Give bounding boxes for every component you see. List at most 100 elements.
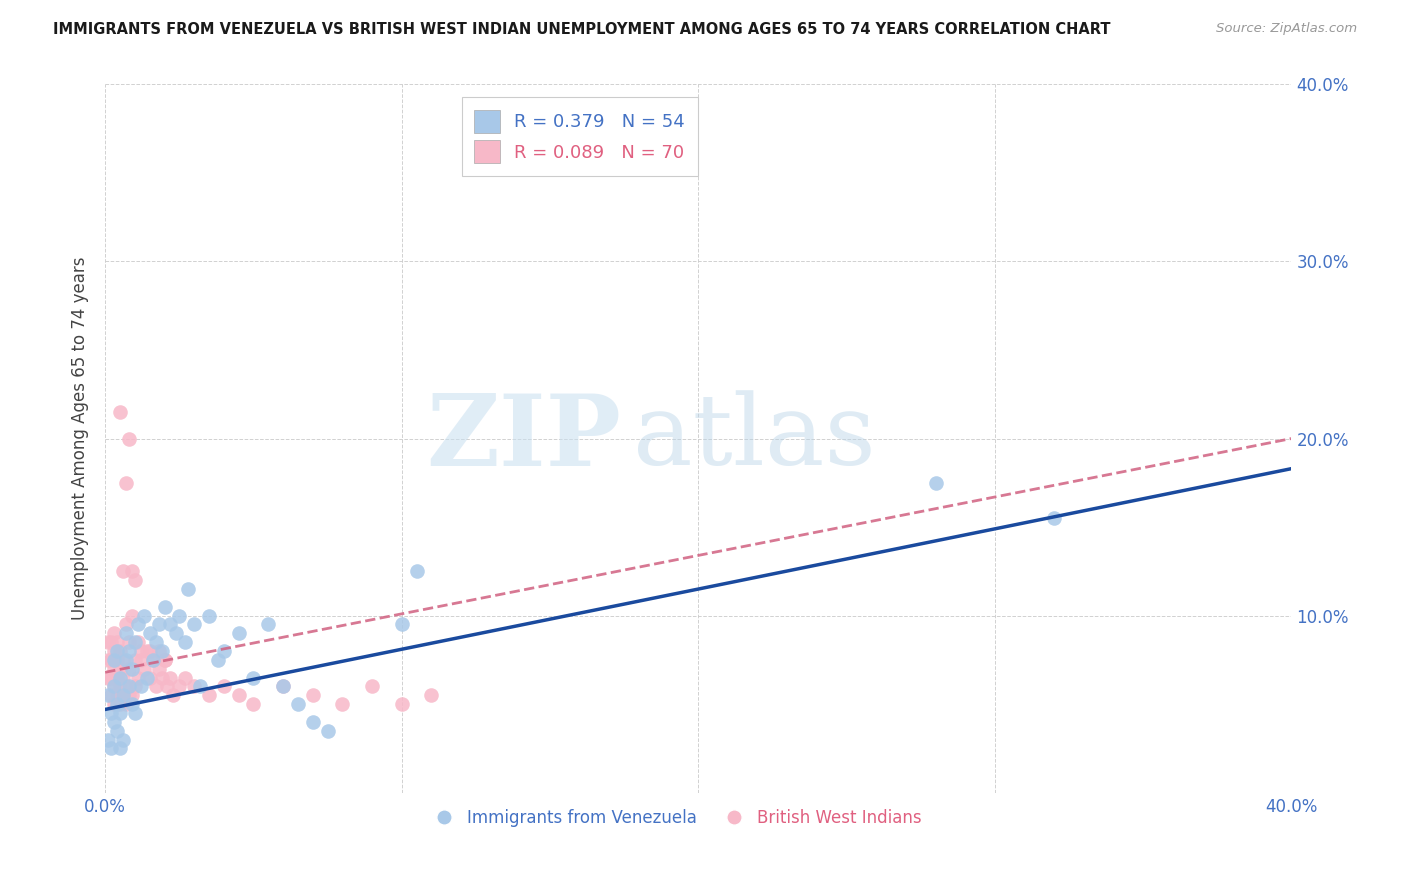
Point <box>124 680 146 694</box>
Point <box>127 617 149 632</box>
Point <box>129 680 152 694</box>
Point <box>145 680 167 694</box>
Point <box>115 475 138 490</box>
Point <box>212 644 235 658</box>
Point <box>108 671 131 685</box>
Point <box>405 565 427 579</box>
Point <box>271 680 294 694</box>
Point <box>118 688 141 702</box>
Point <box>153 599 176 614</box>
Point <box>118 644 141 658</box>
Point <box>332 697 354 711</box>
Point <box>103 680 125 694</box>
Point <box>103 714 125 729</box>
Point <box>118 662 141 676</box>
Point <box>103 626 125 640</box>
Point <box>135 671 157 685</box>
Point <box>111 565 134 579</box>
Point <box>156 680 179 694</box>
Point <box>100 706 122 720</box>
Point <box>124 706 146 720</box>
Point <box>100 635 122 649</box>
Point <box>127 671 149 685</box>
Point <box>198 608 221 623</box>
Point <box>174 635 197 649</box>
Point <box>135 644 157 658</box>
Point <box>257 617 280 632</box>
Point <box>148 617 170 632</box>
Point <box>228 688 250 702</box>
Point <box>183 680 205 694</box>
Point <box>138 671 160 685</box>
Point <box>121 662 143 676</box>
Text: ZIP: ZIP <box>426 390 621 487</box>
Point <box>159 617 181 632</box>
Point <box>142 653 165 667</box>
Point <box>103 653 125 667</box>
Text: Source: ZipAtlas.com: Source: ZipAtlas.com <box>1216 22 1357 36</box>
Point <box>153 653 176 667</box>
Point <box>145 635 167 649</box>
Point <box>100 741 122 756</box>
Point <box>118 432 141 446</box>
Legend: Immigrants from Venezuela, British West Indians: Immigrants from Venezuela, British West … <box>420 803 928 834</box>
Point <box>111 732 134 747</box>
Point <box>420 688 443 702</box>
Point <box>124 653 146 667</box>
Point <box>97 635 120 649</box>
Point <box>162 688 184 702</box>
Point <box>100 671 122 685</box>
Point <box>105 653 128 667</box>
Point <box>121 688 143 702</box>
Point <box>105 688 128 702</box>
Point <box>287 697 309 711</box>
Point <box>97 688 120 702</box>
Point <box>108 697 131 711</box>
Point <box>142 653 165 667</box>
Point <box>118 635 141 649</box>
Point <box>108 644 131 658</box>
Point <box>105 635 128 649</box>
Point <box>301 688 323 702</box>
Point <box>138 626 160 640</box>
Point <box>111 688 134 702</box>
Point <box>124 635 146 649</box>
Point <box>127 635 149 649</box>
Point <box>105 644 128 658</box>
Point <box>121 565 143 579</box>
Point <box>105 723 128 738</box>
Point <box>105 671 128 685</box>
Point <box>148 662 170 676</box>
Point <box>103 680 125 694</box>
Point <box>228 626 250 640</box>
Point <box>132 608 155 623</box>
Point <box>97 671 120 685</box>
Point <box>108 662 131 676</box>
Point <box>111 688 134 702</box>
Point <box>115 653 138 667</box>
Point <box>103 662 125 676</box>
Point <box>924 475 946 490</box>
Point <box>108 706 131 720</box>
Point <box>111 671 134 685</box>
Point <box>132 662 155 676</box>
Point <box>121 697 143 711</box>
Point <box>153 653 176 667</box>
Point <box>100 688 122 702</box>
Point <box>391 617 413 632</box>
Point <box>169 680 191 694</box>
Y-axis label: Unemployment Among Ages 65 to 74 years: Unemployment Among Ages 65 to 74 years <box>72 257 89 620</box>
Point <box>183 617 205 632</box>
Point <box>111 653 134 667</box>
Point <box>301 714 323 729</box>
Text: atlas: atlas <box>633 391 876 486</box>
Point <box>115 697 138 711</box>
Point <box>124 573 146 587</box>
Point <box>207 653 229 667</box>
Point <box>103 644 125 658</box>
Point <box>115 680 138 694</box>
Point <box>150 671 173 685</box>
Point <box>103 697 125 711</box>
Point <box>177 582 200 596</box>
Point <box>150 644 173 658</box>
